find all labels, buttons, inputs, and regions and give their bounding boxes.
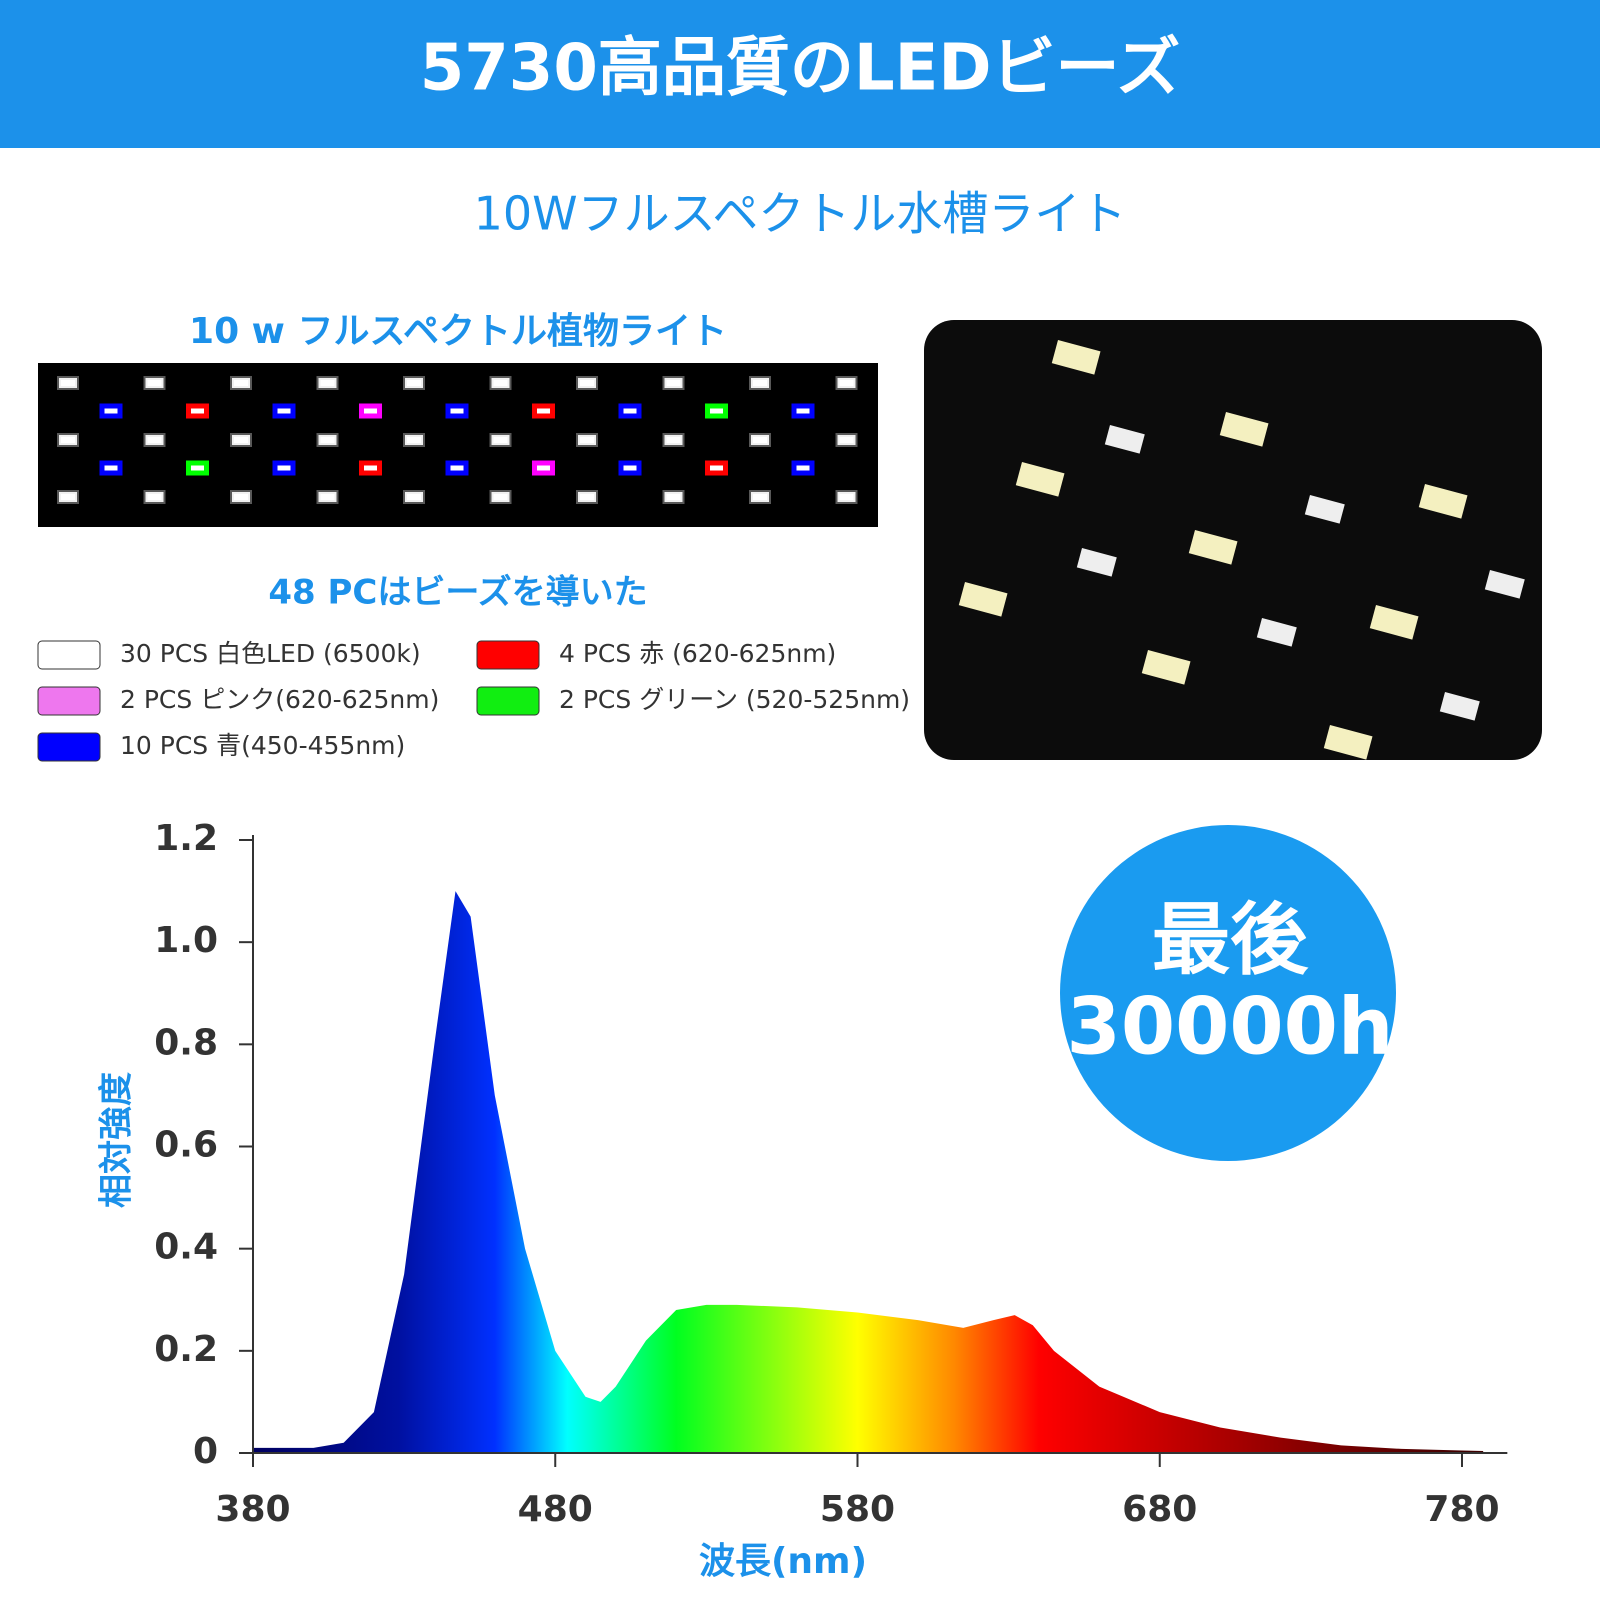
led-strip xyxy=(38,363,878,527)
led-color xyxy=(272,460,296,476)
legend-label: 30 PCS 白色LED (6500k) xyxy=(120,639,421,668)
y-tick-label: 1.0 xyxy=(154,920,218,961)
led-white xyxy=(749,376,771,390)
led-white xyxy=(835,490,858,504)
x-tick-label: 680 xyxy=(1122,1489,1197,1530)
led-white xyxy=(835,433,858,447)
panel-title: 10 w フルスペクトル植物ライト xyxy=(189,311,727,352)
led-white xyxy=(230,376,252,390)
y-tick-label: 0.2 xyxy=(154,1329,218,1370)
led-color xyxy=(99,460,123,476)
led-white xyxy=(489,433,512,447)
led-color xyxy=(791,460,815,476)
led-color xyxy=(186,460,209,476)
legend-label: 2 PCS グリーン (520-525nm) xyxy=(559,685,910,714)
spectrum-area xyxy=(253,891,1484,1453)
led-white xyxy=(316,376,339,390)
led-white xyxy=(662,433,685,447)
led-photo xyxy=(924,320,1542,760)
photo-led xyxy=(958,582,1008,617)
led-white xyxy=(662,490,685,504)
led-color xyxy=(99,403,123,419)
photo-led xyxy=(1141,650,1191,685)
led-color xyxy=(359,403,382,419)
photo-led-small xyxy=(1304,495,1345,524)
led-white xyxy=(57,376,79,390)
led-white xyxy=(489,490,512,504)
led-white xyxy=(403,376,425,390)
led-white xyxy=(57,433,79,447)
led-color xyxy=(359,460,382,476)
header-title: 5730高品質のLEDビーズ xyxy=(420,32,1181,106)
led-white xyxy=(403,490,425,504)
led-white xyxy=(662,376,685,390)
badge-line1: 最後 xyxy=(1152,895,1309,985)
led-white xyxy=(143,490,166,504)
led-white xyxy=(316,433,339,447)
badge xyxy=(1060,825,1396,1161)
led-color xyxy=(445,403,469,419)
led-color xyxy=(532,403,555,419)
header-band xyxy=(0,0,1600,148)
photo-led xyxy=(1188,530,1238,565)
led-color xyxy=(618,460,642,476)
legend-swatch xyxy=(37,686,101,716)
led-color xyxy=(791,403,815,419)
photo-led-small xyxy=(1076,548,1117,577)
led-color xyxy=(445,460,469,476)
led-color xyxy=(532,460,555,476)
badge-line2: 30000h xyxy=(1067,982,1394,1072)
led-white xyxy=(749,433,771,447)
y-tick-label: 0 xyxy=(193,1431,218,1472)
led-color xyxy=(705,403,728,419)
x-axis-title: 波長(nm) xyxy=(699,1541,867,1582)
photo-led-small xyxy=(1484,570,1525,599)
photo-led xyxy=(1418,483,1468,519)
count-title: 48 PCはビーズを導いた xyxy=(268,573,647,613)
photo-led xyxy=(1051,339,1101,375)
y-tick-label: 0.6 xyxy=(154,1125,218,1166)
led-white xyxy=(835,376,858,390)
y-tick-label: 0.8 xyxy=(154,1022,218,1063)
legend-label: 2 PCS ピンク(620-625nm) xyxy=(120,685,439,714)
led-white xyxy=(57,490,79,504)
led-white xyxy=(749,490,771,504)
photo-led xyxy=(1219,411,1269,447)
legend-swatch xyxy=(476,686,540,716)
led-white xyxy=(489,376,512,390)
y-tick-label: 1.2 xyxy=(154,818,218,859)
led-white xyxy=(576,490,598,504)
subtitle: 10Wフルスペクトル水槽ライト xyxy=(474,187,1127,241)
led-white xyxy=(576,433,598,447)
x-tick-label: 780 xyxy=(1424,1489,1499,1530)
led-white xyxy=(403,433,425,447)
led-white xyxy=(316,490,339,504)
led-color xyxy=(186,403,209,419)
photo-led xyxy=(1323,725,1373,760)
led-white xyxy=(143,376,166,390)
legend-swatch xyxy=(37,732,101,762)
led-color xyxy=(618,403,642,419)
legend-swatch xyxy=(476,640,540,670)
legend-label: 4 PCS 赤 (620-625nm) xyxy=(559,639,836,668)
photo-led-small xyxy=(1256,618,1297,647)
y-axis-title: 相対強度 xyxy=(97,1072,137,1208)
photo-led xyxy=(1015,462,1065,497)
photo-led xyxy=(1369,605,1419,640)
photo-led-small xyxy=(1439,692,1480,721)
led-white xyxy=(230,433,252,447)
led-color xyxy=(272,403,296,419)
led-white xyxy=(576,376,598,390)
led-color xyxy=(705,460,728,476)
legend-label: 10 PCS 青(450-455nm) xyxy=(120,731,405,760)
x-tick-label: 480 xyxy=(518,1489,593,1530)
y-tick-label: 0.4 xyxy=(154,1227,218,1268)
x-tick-label: 380 xyxy=(215,1489,290,1530)
legend-swatch xyxy=(37,640,101,670)
photo-led-small xyxy=(1104,425,1145,454)
led-white xyxy=(143,433,166,447)
x-tick-label: 580 xyxy=(820,1489,895,1530)
led-white xyxy=(230,490,252,504)
